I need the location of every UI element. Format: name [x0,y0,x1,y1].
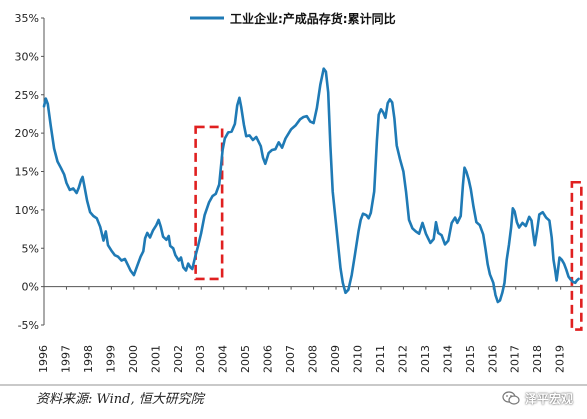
x-tick-label: 2011 [374,345,387,373]
x-tick-label: 2008 [307,345,320,373]
x-tick-label: 2014 [441,345,454,373]
x-tick-label: 2000 [127,345,140,373]
legend: 工业企业:产成品存货:累计同比 [190,11,396,26]
x-tick-label: 2010 [351,345,364,373]
source-note: 资料来源: Wind, 恒大研究院 [36,392,204,407]
x-tick-label: 1996 [37,345,50,373]
x-tick-label: 2003 [194,345,207,373]
x-tick-label: 2001 [149,345,162,373]
x-tick-label: 1999 [104,345,117,373]
x-tick-label: 2012 [396,345,409,373]
chart: 35% 30% 25% 20% 15% 10% 5% 0% -5% 1996 1997 1998 19… [15,11,583,373]
y-tick-label: 0% [22,281,39,294]
x-axis: 1996 1997 1998 1999 2000 2001 2002 2003 2004 2005… [37,286,582,373]
y-tick-label: 10% [15,204,39,217]
x-tick-label: 2004 [217,345,230,373]
series-group [42,67,580,304]
x-tick-label: 2018 [531,345,544,373]
chart-svg: 35%30%25%20%15%10%5%0%-5% 1996 1997 1998 19… [15,11,583,373]
x-tick-label: 2002 [172,345,185,373]
x-tick-label: 2015 [464,345,477,373]
y-tick-label: 25% [15,89,39,102]
x-tick-label: 2017 [509,345,522,373]
x-tick-label: 2007 [284,345,297,373]
legend-label: 工业企业:产成品存货:累计同比 [230,11,396,26]
x-tick-label: 1998 [82,345,95,373]
highlight-box-1 [570,180,583,331]
series-line-0 [42,67,580,304]
highlight-box-0 [194,125,224,281]
highlight-boxes [194,125,583,331]
y-tick-label: -5% [18,319,39,332]
x-tick-label: 2006 [262,345,275,373]
x-tick-label: 2009 [329,345,342,373]
footer-divider [0,384,587,386]
watermark-label: 泽平宏观 [524,392,573,406]
y-tick-label: 15% [15,166,39,179]
y-tick-label: 35% [15,12,39,25]
x-tick-label: 2016 [486,345,499,373]
x-tick-label: 2005 [239,345,252,373]
wechat-chat-icon [502,391,520,405]
x-tick-label: 2013 [419,345,432,373]
x-tick-label: 2019 [554,345,567,373]
watermark: 泽平宏观 [502,390,573,407]
y-tick-label: 5% [22,242,39,255]
y-axis: 35% 30% 25% 20% 15% 10% 5% 0% -5% [15,12,45,332]
y-tick-label: 30% [15,50,39,63]
x-tick-label: 1997 [59,345,72,373]
y-tick-label: 20% [15,127,39,140]
